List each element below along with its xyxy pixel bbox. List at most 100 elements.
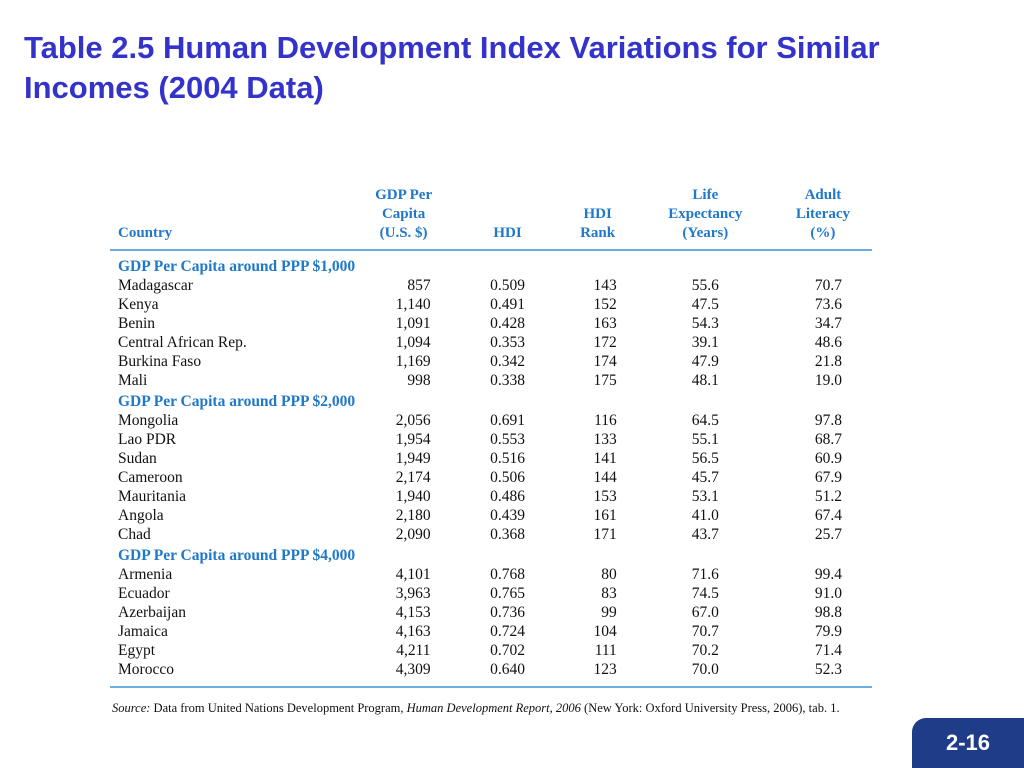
cell-rank: 141 <box>593 450 617 467</box>
cell-hdi: 0.506 <box>490 469 525 486</box>
cell-rank: 104 <box>593 623 617 640</box>
cell-gdp: 2,056 <box>395 412 431 429</box>
cell-country: Mauritania <box>118 488 187 505</box>
source-text-before: Data from United Nations Development Pro… <box>150 701 407 715</box>
cell-literacy: 21.8 <box>814 353 842 370</box>
cell-gdp: 1,140 <box>395 296 431 313</box>
cell-gdp: 1,091 <box>395 315 431 332</box>
table-row: Cameroon 2,174 0.506 144 45.7 67.9 <box>110 468 872 487</box>
table-row: Mauritania 1,940 0.486 153 53.1 51.2 <box>110 487 872 506</box>
source-label: Source: <box>112 701 151 715</box>
slide-title: Table 2.5 Human Development Index Variat… <box>24 30 880 105</box>
cell-literacy: 67.9 <box>814 469 842 486</box>
cell-rank: 144 <box>593 469 617 486</box>
group-header-row: GDP Per Capita around PPP $4,000 <box>110 544 872 565</box>
table-row: Madagascar 857 0.509 143 55.6 70.7 <box>110 276 872 295</box>
cell-life-expectancy: 55.6 <box>691 277 719 294</box>
cell-life-expectancy: 48.1 <box>691 372 719 389</box>
cell-life-expectancy: 64.5 <box>691 412 719 429</box>
cell-literacy: 34.7 <box>814 315 842 332</box>
cell-hdi: 0.724 <box>490 623 525 640</box>
table-row: Benin 1,091 0.428 163 54.3 34.7 <box>110 314 872 333</box>
cell-country: Ecuador <box>118 585 170 602</box>
group-label: GDP Per Capita around PPP $2,000 <box>118 393 356 410</box>
cell-rank: 111 <box>594 642 617 659</box>
cell-rank: 153 <box>593 488 617 505</box>
cell-life-expectancy: 45.7 <box>691 469 719 486</box>
group-label: GDP Per Capita around PPP $1,000 <box>118 258 356 275</box>
cell-literacy: 97.8 <box>814 412 842 429</box>
cell-rank: 175 <box>593 372 617 389</box>
cell-literacy: 60.9 <box>814 450 842 467</box>
header-gdp-line2: Capita <box>381 206 426 222</box>
cell-hdi: 0.509 <box>490 277 525 294</box>
header-literacy-line2: Literacy <box>795 206 850 222</box>
cell-literacy: 73.6 <box>814 296 842 313</box>
cell-country: Madagascar <box>118 277 193 294</box>
table-row: Chad 2,090 0.368 171 43.7 25.7 <box>110 525 872 544</box>
cell-gdp: 1,169 <box>395 353 431 370</box>
header-life-line1: Life <box>692 187 719 203</box>
cell-life-expectancy: 54.3 <box>691 315 719 332</box>
table-row: Lao PDR 1,954 0.553 133 55.1 68.7 <box>110 430 872 449</box>
cell-hdi: 0.691 <box>490 412 525 429</box>
cell-literacy: 51.2 <box>814 488 842 505</box>
header-country: Country <box>110 186 351 251</box>
cell-country: Burkina Faso <box>118 353 202 370</box>
header-rank-line2: Rank <box>580 225 616 241</box>
cell-country: Lao PDR <box>118 431 177 448</box>
table-row: Sudan 1,949 0.516 141 56.5 60.9 <box>110 449 872 468</box>
cell-life-expectancy: 39.1 <box>691 334 719 351</box>
cell-rank: 152 <box>593 296 617 313</box>
cell-rank: 143 <box>593 277 617 294</box>
table-row: Kenya 1,140 0.491 152 47.5 73.6 <box>110 295 872 314</box>
cell-rank: 133 <box>593 431 617 448</box>
table-row: Jamaica 4,163 0.724 104 70.7 79.9 <box>110 622 872 641</box>
cell-gdp: 1,949 <box>395 450 431 467</box>
cell-rank: 172 <box>593 334 617 351</box>
cell-hdi: 0.702 <box>490 642 525 659</box>
cell-gdp: 1,954 <box>395 431 431 448</box>
cell-rank: 163 <box>593 315 617 332</box>
cell-hdi: 0.439 <box>490 507 525 524</box>
cell-life-expectancy: 67.0 <box>691 604 719 621</box>
cell-literacy: 52.3 <box>814 661 842 678</box>
cell-literacy: 71.4 <box>814 642 842 659</box>
cell-country: Kenya <box>118 296 159 313</box>
cell-gdp: 4,163 <box>395 623 431 640</box>
group-header-row: GDP Per Capita around PPP $2,000 <box>110 390 872 411</box>
cell-hdi: 0.368 <box>490 526 525 543</box>
header-gdp: GDP Per Capita (U.S. $) <box>350 186 457 251</box>
cell-rank: 161 <box>593 507 617 524</box>
cell-gdp: 998 <box>407 372 431 389</box>
cell-country: Armenia <box>118 566 173 583</box>
cell-hdi: 0.353 <box>490 334 525 351</box>
header-literacy-line1: Adult <box>804 187 842 203</box>
cell-rank: 174 <box>593 353 617 370</box>
table-bottom-rule <box>110 686 872 688</box>
cell-literacy: 19.0 <box>814 372 842 389</box>
slide-number-badge: 2-16 <box>912 718 1024 768</box>
cell-life-expectancy: 55.1 <box>691 431 719 448</box>
cell-life-expectancy: 70.7 <box>691 623 719 640</box>
hdi-table-container: Country GDP Per Capita (U.S. $) HDI HDI … <box>110 186 872 688</box>
header-literacy-line3: (%) <box>810 225 836 241</box>
cell-country: Central African Rep. <box>118 334 247 351</box>
cell-hdi: 0.553 <box>490 431 525 448</box>
cell-life-expectancy: 53.1 <box>691 488 719 505</box>
header-hdi: HDI <box>456 186 559 251</box>
cell-rank: 99 <box>601 604 617 621</box>
header-gdp-line1: GDP Per <box>375 187 433 203</box>
cell-country: Mongolia <box>118 412 179 429</box>
cell-hdi: 0.338 <box>490 372 525 389</box>
source-text-after: (New York: Oxford University Press, 2006… <box>580 701 840 715</box>
header-gdp-line3: (U.S. $) <box>379 225 428 241</box>
cell-country: Azerbaijan <box>118 604 186 621</box>
header-row: Country GDP Per Capita (U.S. $) HDI HDI … <box>110 186 872 251</box>
cell-hdi: 0.486 <box>490 488 525 505</box>
cell-life-expectancy: 41.0 <box>691 507 719 524</box>
group-header-row: GDP Per Capita around PPP $1,000 <box>110 250 872 276</box>
cell-country: Egypt <box>118 642 156 659</box>
cell-literacy: 25.7 <box>814 526 842 543</box>
cell-country: Jamaica <box>118 623 168 640</box>
